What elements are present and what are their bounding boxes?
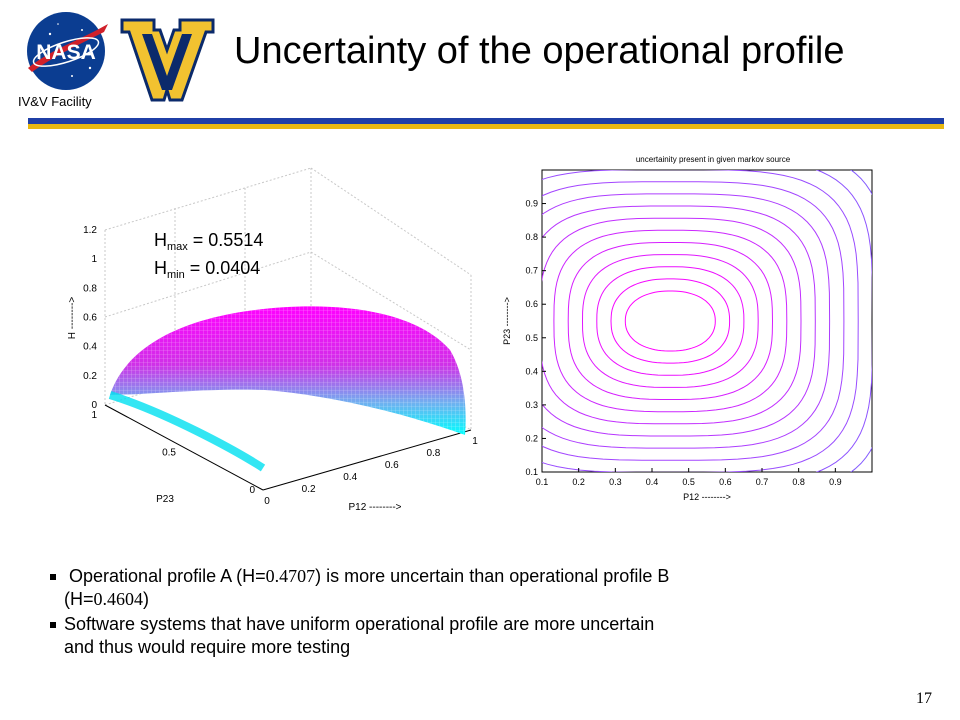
surface-y-tick: 0 xyxy=(249,485,255,496)
wv-logo xyxy=(120,18,215,102)
contour-level-line xyxy=(581,254,759,388)
contour-axes-frame xyxy=(541,169,873,473)
contour-level-line xyxy=(542,193,831,449)
contour-level-line xyxy=(567,242,773,400)
bullet-marker xyxy=(50,622,56,628)
surface-y-tick: 1 xyxy=(91,410,97,421)
surface-x-tick: 1 xyxy=(472,436,478,447)
contour-y-tick: 0.3 xyxy=(525,400,538,410)
slide-title: Uncertainty of the operational profile xyxy=(234,30,845,72)
header-rule-blue xyxy=(28,118,944,124)
surface-xlabel: P12 --------> xyxy=(348,502,401,513)
contour-y-tick: 0.7 xyxy=(525,266,538,276)
bullet-list: Operational profile A (H=0.4707) is more… xyxy=(50,565,900,659)
contour-tick-labels: 0.1 0.2 0.3 0.4 0.5 0.6 0.7 0.8 0.9 0.1 0.2 0.3 0.4 0… xyxy=(525,199,841,487)
contour-title: uncertainity present in given markov sou… xyxy=(636,155,791,164)
contour-level-line xyxy=(610,278,731,364)
surface-z-tick: 0.8 xyxy=(83,283,97,294)
contour-y-tick: 0.6 xyxy=(525,299,538,309)
contour-level-line xyxy=(542,181,845,461)
contour-y-tick: 0.9 xyxy=(525,199,538,209)
page-number: 17 xyxy=(916,690,932,707)
contour-level-line xyxy=(542,205,816,437)
contour-lines xyxy=(542,170,872,472)
nasa-logo: NASA xyxy=(27,12,108,90)
contour-ylabel: P23 --------> xyxy=(502,297,512,345)
surface-z-tick: 0.4 xyxy=(83,342,97,353)
bullet-item: Operational profile A (H=0.4707) is more… xyxy=(50,565,900,611)
header-rule-gold xyxy=(28,124,944,129)
contour-x-tick: 0.1 xyxy=(536,477,549,487)
surface-x-tick: 0.6 xyxy=(385,460,399,471)
surface-z-tick: 0.6 xyxy=(83,313,97,324)
contour-x-tick: 0.5 xyxy=(682,477,695,487)
facility-label: IV&V Facility xyxy=(18,94,92,109)
contour-x-tick: 0.6 xyxy=(719,477,732,487)
contour-y-tick: 0.5 xyxy=(525,333,538,343)
surface-z-tick: 0 xyxy=(91,400,97,411)
contour-level-line xyxy=(624,290,716,352)
contour-y-tick: 0.1 xyxy=(525,467,538,477)
surface-x-tick: 0 xyxy=(264,496,270,507)
surface-front-axes xyxy=(104,404,472,491)
surface-x-tick: 0.2 xyxy=(302,484,316,495)
surface-ylabel: P23 xyxy=(156,494,174,505)
surface-z-tick: 0.2 xyxy=(83,371,97,382)
contour-level-line xyxy=(542,170,859,472)
contour-x-tick: 0.8 xyxy=(792,477,805,487)
contour-level-line xyxy=(596,266,745,376)
contour-xlabel: P12 --------> xyxy=(683,492,731,502)
contour-y-tick: 0.2 xyxy=(525,433,538,443)
surface-z-tick: 1 xyxy=(91,254,97,265)
contour-x-tick: 0.2 xyxy=(572,477,585,487)
contour-level-line xyxy=(553,229,788,413)
bullet-marker xyxy=(50,574,56,580)
nasa-logo-text: NASA xyxy=(36,41,96,64)
contour-x-tick: 0.7 xyxy=(756,477,769,487)
bullet-item: Software systems that have uniform opera… xyxy=(50,613,900,659)
surface-x-tick: 0.4 xyxy=(343,472,357,483)
contour-x-tick: 0.9 xyxy=(829,477,842,487)
surface-y-tick: 0.5 xyxy=(162,448,176,459)
contour-x-tick: 0.3 xyxy=(609,477,622,487)
contour-y-tick: 0.4 xyxy=(525,366,538,376)
contour-level-line xyxy=(542,217,802,425)
contour-y-tick: 0.8 xyxy=(525,232,538,242)
surface-zlabel: H --------> xyxy=(67,297,78,340)
surface-z-tick: 1.2 xyxy=(83,225,97,236)
surface-x-tick: 0.8 xyxy=(426,448,440,459)
contour-x-tick: 0.4 xyxy=(646,477,659,487)
hmin-annotation: Hmin = 0.0404 xyxy=(154,258,261,281)
hmax-annotation: Hmax = 0.5514 xyxy=(154,230,264,253)
contour-plot: uncertainity present in given markov sou… xyxy=(502,155,873,502)
